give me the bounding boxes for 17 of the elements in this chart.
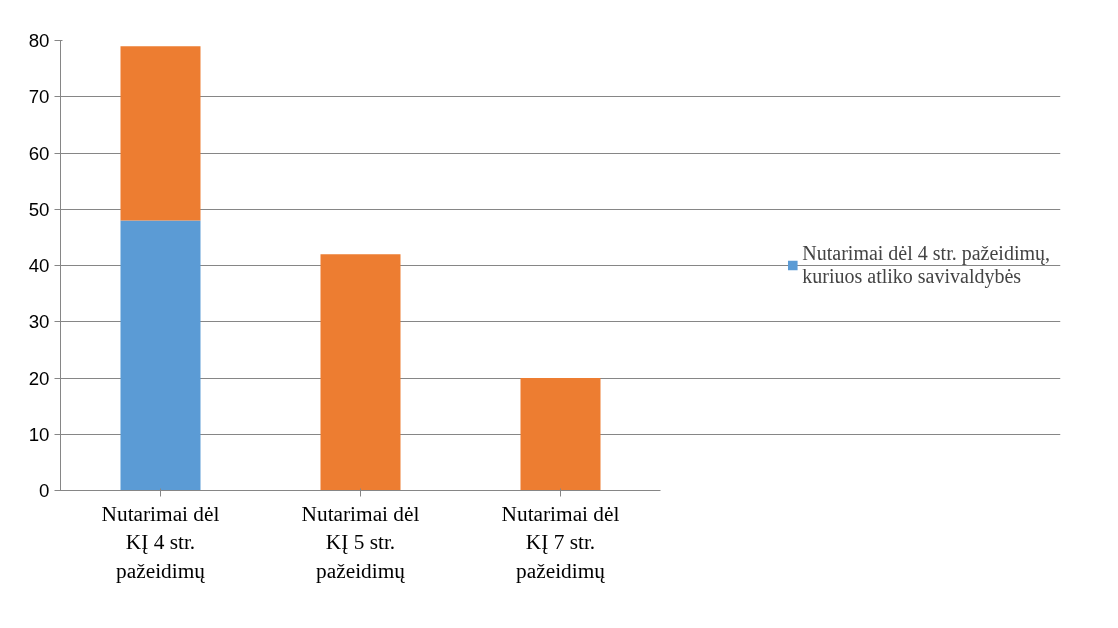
bar	[120, 46, 201, 221]
y-tick-label: 10	[28, 423, 50, 445]
y-tick-label: 0	[39, 480, 50, 501]
y-tick-label: 70	[28, 86, 50, 108]
x-tick-label: Nutarimai dėl KĮ 4 str. pažeidimų	[101, 501, 220, 584]
y-tick-label: 20	[28, 367, 50, 389]
bar	[120, 220, 201, 491]
bar	[520, 378, 601, 491]
legend-label: Nutarimai dėl 4 str. pažeidimų, kuriuos atliko savivaldybės	[802, 242, 1050, 288]
y-tick-label: 60	[28, 142, 50, 164]
x-tick-label: Nutarimai dėl KĮ 7 str. pažeidimų	[501, 501, 620, 584]
y-tick-label: 40	[28, 255, 50, 276]
y-tick-label: 80	[28, 30, 50, 51]
bar	[320, 254, 401, 491]
x-tick-label: Nutarimai dėl KĮ 5 str. pažeidimų	[301, 501, 420, 584]
y-tick-label: 30	[28, 311, 50, 333]
y-tick-label: 50	[28, 198, 50, 220]
